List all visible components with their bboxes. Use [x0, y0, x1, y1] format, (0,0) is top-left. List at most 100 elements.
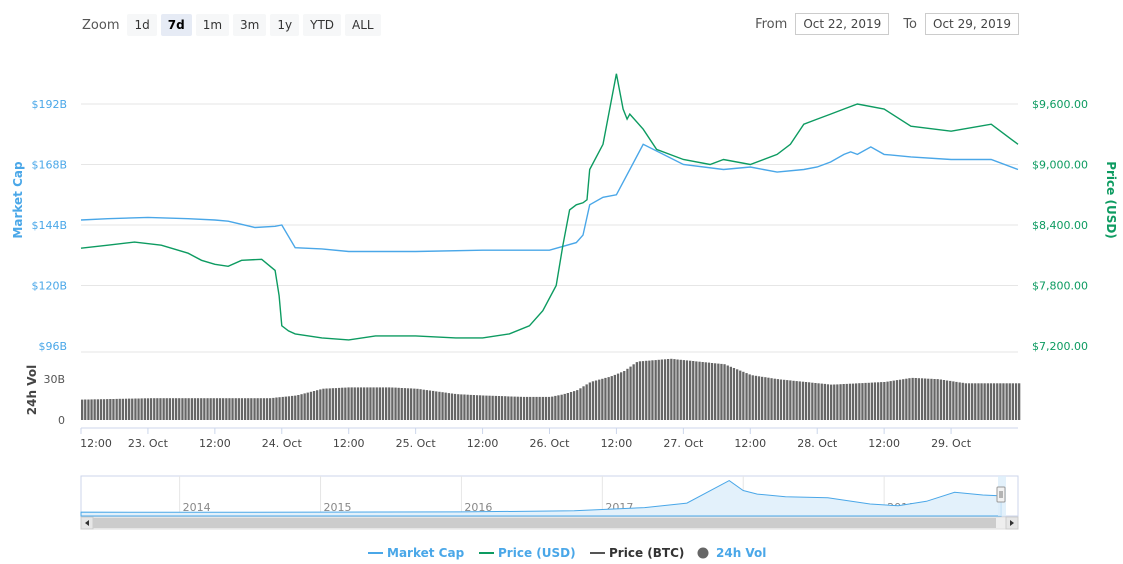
volume-bar — [203, 398, 206, 420]
volume-bar — [303, 393, 306, 420]
volume-bar — [102, 399, 106, 420]
time-tick-label: 12:00 — [199, 437, 231, 450]
navigator[interactable]: 201420152016201720182019 — [80, 475, 1019, 517]
volume-bar — [864, 382, 867, 420]
legend-price-btc[interactable]: Price (BTC) — [590, 546, 684, 560]
volume-bar — [670, 358, 673, 420]
price-usd-tick-label: $9,600.00 — [1032, 98, 1088, 111]
volume-bar — [936, 379, 939, 420]
volume-bar — [645, 360, 648, 420]
legend-price-usd[interactable]: Price (USD) — [479, 546, 576, 560]
volume-bar — [613, 374, 616, 420]
zoom-7d-button[interactable]: 7d — [160, 14, 192, 36]
volume-bar — [811, 382, 814, 420]
zoom-1y-button[interactable]: 1y — [270, 14, 300, 36]
volume-bar — [300, 394, 303, 420]
volume-bar — [159, 398, 162, 420]
volume-bar — [739, 370, 742, 420]
volume-bar — [372, 387, 375, 420]
volume-bar — [648, 360, 651, 420]
legend-label: Price (BTC) — [609, 546, 684, 560]
navigator-area — [80, 480, 1002, 517]
volume-bar — [1018, 383, 1021, 420]
volume-bar — [331, 388, 334, 420]
zoom-1d-button[interactable]: 1d — [127, 14, 157, 36]
volume-bar — [294, 395, 297, 420]
volume-bar — [532, 396, 535, 420]
volume-bar — [971, 383, 974, 420]
time-tick-label: 12:00 — [734, 437, 766, 450]
volume-bar — [128, 398, 131, 420]
time-tick-label: 12:00 — [868, 437, 900, 450]
volume-bar — [689, 360, 692, 420]
volume-bar — [338, 387, 341, 420]
volume-bar — [826, 384, 830, 420]
zoom-all-button[interactable]: ALL — [345, 14, 381, 36]
volume-bar — [607, 377, 610, 420]
volume-bar — [626, 368, 629, 420]
volume-axis-title: 24h Vol — [25, 365, 39, 415]
volume-bar — [366, 387, 369, 420]
volume-bar — [265, 398, 269, 420]
volume-bar — [804, 382, 808, 420]
volume-bar — [140, 398, 143, 420]
volume-bar — [873, 382, 877, 420]
from-date-input[interactable] — [795, 13, 890, 35]
volume-bar — [453, 393, 457, 420]
scroll-left-button[interactable] — [80, 516, 94, 530]
legend-24h-vol[interactable]: 24h Vol — [697, 546, 767, 560]
volume-bar — [253, 398, 256, 420]
volume-bar — [137, 398, 140, 420]
navigator-handle[interactable] — [996, 486, 1006, 503]
volume-bar — [482, 395, 485, 420]
zoom-3m-button[interactable]: 3m — [233, 14, 267, 36]
volume-bar — [707, 362, 711, 420]
volume-bar — [676, 359, 679, 420]
volume-bar — [535, 396, 538, 420]
zoom-ytd-button[interactable]: YTD — [303, 14, 342, 36]
volume-bar — [244, 398, 247, 420]
volume-bar — [479, 395, 482, 420]
volume-bar — [620, 372, 623, 420]
zoom-1m-button[interactable]: 1m — [195, 14, 230, 36]
volume-bar — [359, 387, 363, 420]
volume-bar — [272, 397, 275, 420]
volume-tick-label: 0 — [58, 414, 65, 427]
volume-bar — [980, 383, 983, 420]
volume-bar — [742, 371, 745, 420]
navigator-scrollbar[interactable] — [80, 516, 1019, 530]
to-date-input[interactable] — [925, 13, 1019, 35]
volume-bar — [472, 395, 475, 420]
volume-bar — [375, 387, 378, 420]
volume-bar — [322, 388, 325, 420]
volume-bar — [118, 398, 121, 420]
volume-bar — [914, 378, 917, 420]
volume-bar — [779, 379, 783, 420]
legend-market-cap[interactable]: Market Cap — [368, 546, 465, 560]
volume-bar — [717, 363, 720, 420]
volume-bar — [942, 380, 946, 420]
volume-bar — [99, 399, 103, 420]
volume-bar — [397, 387, 400, 420]
volume-bar — [529, 396, 532, 420]
volume-bar — [281, 396, 284, 420]
volume-bar — [654, 360, 657, 420]
volume-bar — [729, 366, 732, 420]
volume-bar — [870, 382, 873, 420]
volume-bar — [880, 382, 883, 420]
volume-bar — [435, 391, 438, 420]
time-tick-label: 29. Oct — [931, 437, 972, 450]
volume-bar — [955, 381, 958, 420]
volume-bar — [425, 390, 428, 420]
volume-bar — [391, 387, 394, 420]
time-tick-label: 12:00 — [467, 437, 499, 450]
volume-bar — [551, 396, 554, 420]
volume-bar — [544, 396, 548, 420]
volume-bar — [312, 391, 316, 420]
scroll-right-button[interactable] — [1005, 516, 1019, 530]
volume-bar — [757, 376, 761, 420]
volume-bar — [710, 363, 714, 420]
volume-bar — [902, 379, 905, 420]
volume-bar — [770, 378, 773, 420]
volume-bar — [704, 362, 707, 420]
